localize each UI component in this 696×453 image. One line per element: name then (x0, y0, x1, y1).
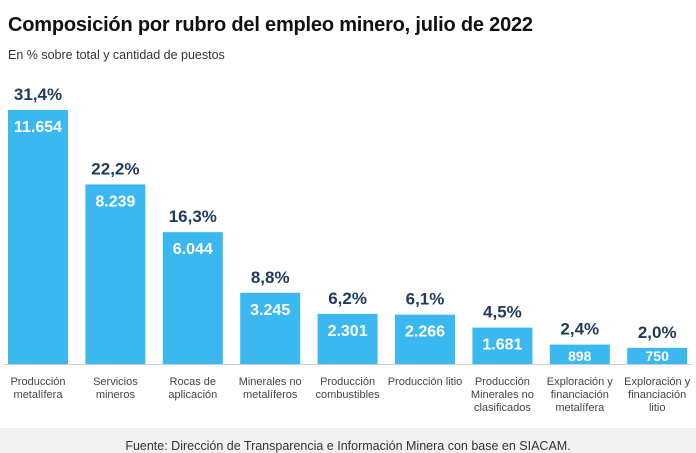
percent-label: 16,3% (169, 207, 217, 226)
percent-label: 8,8% (251, 268, 290, 287)
percent-label: 2,4% (560, 320, 599, 339)
category-label: Producción metalífera (10, 376, 65, 401)
category-label: Servicios mineros (93, 376, 138, 401)
bar (162, 232, 223, 364)
percent-label: 4,5% (483, 303, 522, 322)
category-label: Producción combustibles (315, 376, 380, 401)
source-note: Fuente: Dirección de Transparencia e Inf… (125, 439, 571, 453)
percent-label: 22,2% (91, 159, 139, 178)
category-label: Rocas de aplicación (168, 376, 217, 401)
bar (8, 110, 68, 364)
count-label: 1.681 (482, 337, 522, 354)
bar (395, 314, 455, 364)
source-footer: Fuente: Dirección de Transparencia e Inf… (0, 428, 696, 453)
count-label: 8.239 (95, 193, 135, 210)
bar (472, 327, 533, 364)
count-label: 2.266 (405, 324, 445, 341)
percent-label: 2,0% (638, 323, 677, 342)
category-label: Producción litio (388, 376, 463, 388)
category-label: Exploración y financiación metalífera (547, 376, 614, 414)
count-label: 11.654 (14, 119, 62, 136)
category-label: Exploración y financiación litio (624, 376, 691, 414)
bar (317, 313, 378, 364)
bar (240, 292, 301, 364)
category-label: Minerales no metalíferos (239, 376, 302, 401)
count-label: 2.301 (328, 323, 368, 340)
percent-label: 6,1% (406, 290, 445, 309)
percent-label: 6,2% (328, 289, 367, 308)
count-label: 6.044 (173, 241, 213, 258)
count-label: 3.245 (250, 302, 290, 319)
category-label: Producción Minerales no clasificados (471, 376, 534, 414)
chart-subtitle: En % sobre total y cantidad de puestos (8, 48, 225, 62)
bar-chart: 31,4% 11.654 Producción metalífera 22,2% 8.23… (4, 85, 692, 414)
bar (549, 344, 610, 364)
count-label: 898 (568, 348, 592, 364)
bar (627, 347, 688, 364)
percent-label: 31,4% (14, 85, 62, 104)
count-label: 750 (646, 348, 670, 364)
bar (85, 184, 146, 364)
chart-title: Composición por rubro del empleo minero,… (8, 14, 533, 36)
